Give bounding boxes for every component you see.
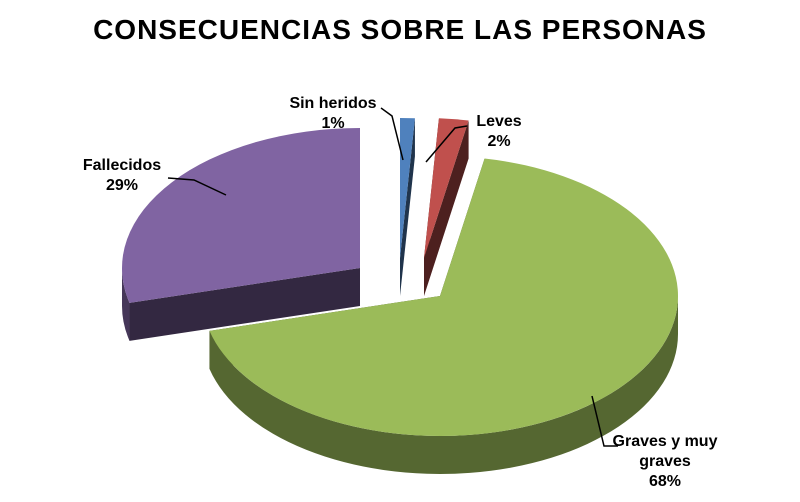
leader-line bbox=[167, 177, 227, 196]
leader-line bbox=[380, 107, 404, 161]
leader-line bbox=[425, 125, 468, 163]
pie-slice-fallecidos bbox=[121, 128, 360, 341]
data-label: Leves 2% bbox=[476, 113, 521, 150]
pie-slice-sin-heridos bbox=[400, 118, 415, 296]
pie-slice-leves bbox=[424, 118, 469, 296]
chart-title: CONSECUENCIAS SOBRE LAS PERSONAS bbox=[93, 14, 707, 45]
leader-line bbox=[591, 395, 618, 447]
data-label: Fallecidos 29% bbox=[83, 157, 161, 194]
pie-slice-graves-y-muy-graves bbox=[209, 158, 678, 475]
data-label: Graves y muy graves 68% bbox=[613, 433, 718, 490]
data-label: Sin heridos 1% bbox=[289, 95, 376, 132]
